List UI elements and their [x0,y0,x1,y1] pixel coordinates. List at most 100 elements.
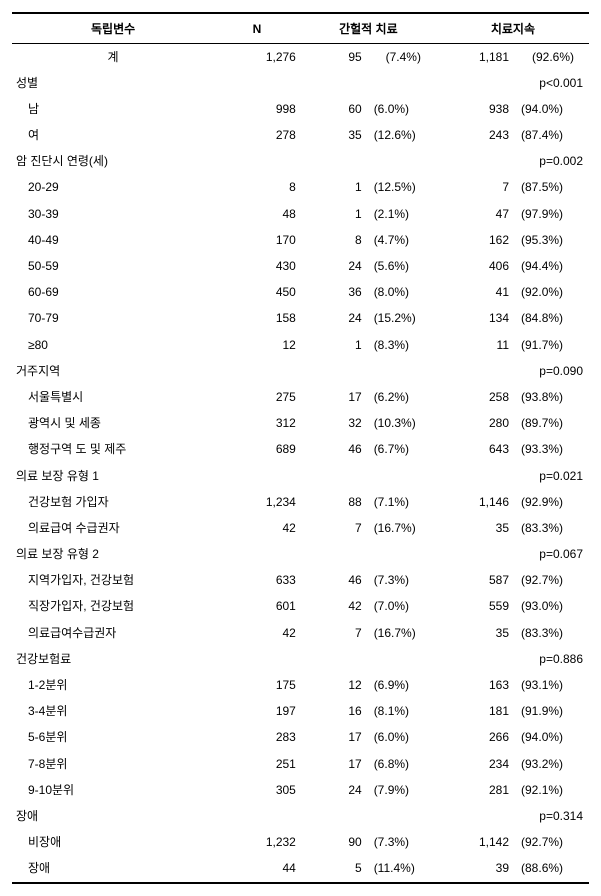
row-int-n: 1 [300,201,366,227]
row-cont-p: (97.9%) [513,201,589,227]
row-cont-n: 406 [437,254,513,280]
table-row: 3-4분위19716(8.1%)181(91.9%) [12,699,589,725]
row-cont-p: (87.4%) [513,123,589,149]
row-label: 20-29 [12,175,214,201]
group-pvalue: p=0.067 [437,542,589,568]
group-int-n [300,542,366,568]
total-int-p: (7.4%) [366,44,437,71]
row-n: 278 [214,123,300,149]
row-label: 40-49 [12,227,214,253]
row-label: 지역가입자, 건강보험 [12,568,214,594]
row-cont-n: 1,142 [437,830,513,856]
row-cont-n: 11 [437,332,513,358]
row-n: 42 [214,515,300,541]
row-label: 직장가입자, 건강보험 [12,594,214,620]
group-n [214,149,300,175]
row-cont-p: (93.2%) [513,751,589,777]
row-n: 998 [214,96,300,122]
group-int-n [300,803,366,829]
group-int-p [366,358,437,384]
row-cont-p: (91.9%) [513,699,589,725]
row-cont-n: 234 [437,751,513,777]
header-intermittent: 간헐적 치료 [300,13,437,44]
row-int-n: 16 [300,699,366,725]
group-pvalue: p=0.002 [437,149,589,175]
total-label: 계 [12,44,214,71]
group-row: 성별p<0.001 [12,70,589,96]
header-variable: 독립변수 [12,13,214,44]
row-cont-p: (92.1%) [513,777,589,803]
row-n: 8 [214,175,300,201]
table-row: 비장애1,23290(7.3%)1,142(92.7%) [12,830,589,856]
row-n: 44 [214,856,300,883]
row-label: 5-6분위 [12,725,214,751]
row-cont-n: 163 [437,673,513,699]
row-n: 450 [214,280,300,306]
row-label: 3-4분위 [12,699,214,725]
table-row: 의료급여수급권자427(16.7%)35(83.3%) [12,620,589,646]
row-int-p: (10.3%) [366,411,437,437]
row-int-n: 7 [300,620,366,646]
row-n: 430 [214,254,300,280]
table-row: 서울특별시27517(6.2%)258(93.8%) [12,384,589,410]
group-int-p [366,463,437,489]
header-n: N [214,13,300,44]
table-row: 30-39481(2.1%)47(97.9%) [12,201,589,227]
group-int-p [366,70,437,96]
row-int-p: (2.1%) [366,201,437,227]
table-row: 의료급여 수급권자427(16.7%)35(83.3%) [12,515,589,541]
row-int-p: (16.7%) [366,515,437,541]
row-int-n: 46 [300,437,366,463]
row-cont-n: 181 [437,699,513,725]
row-cont-p: (94.0%) [513,96,589,122]
row-cont-p: (87.5%) [513,175,589,201]
row-cont-n: 559 [437,594,513,620]
row-label: 비장애 [12,830,214,856]
table-row: 건강보험 가입자1,23488(7.1%)1,146(92.9%) [12,489,589,515]
row-n: 1,234 [214,489,300,515]
row-int-p: (6.2%) [366,384,437,410]
row-n: 170 [214,227,300,253]
row-int-p: (12.5%) [366,175,437,201]
table-row: 9-10분위30524(7.9%)281(92.1%) [12,777,589,803]
group-pvalue: p=0.021 [437,463,589,489]
row-cont-n: 35 [437,620,513,646]
row-cont-n: 258 [437,384,513,410]
row-cont-n: 47 [437,201,513,227]
table-header: 독립변수 N 간헐적 치료 치료지속 [12,13,589,44]
row-int-n: 32 [300,411,366,437]
total-row: 계1,27695(7.4%)1,181(92.6%) [12,44,589,71]
row-int-p: (6.0%) [366,725,437,751]
table-row: 70-7915824(15.2%)134(84.8%) [12,306,589,332]
row-int-p: (6.7%) [366,437,437,463]
row-n: 312 [214,411,300,437]
group-label: 거주지역 [12,358,214,384]
row-cont-p: (84.8%) [513,306,589,332]
row-label: 60-69 [12,280,214,306]
row-int-n: 17 [300,725,366,751]
row-int-p: (7.9%) [366,777,437,803]
row-label: 건강보험 가입자 [12,489,214,515]
row-int-n: 17 [300,751,366,777]
row-cont-n: 938 [437,96,513,122]
group-row: 암 진단시 연령(세)p=0.002 [12,149,589,175]
group-row: 장애p=0.314 [12,803,589,829]
row-cont-n: 39 [437,856,513,883]
row-cont-n: 280 [437,411,513,437]
table-row: 20-2981(12.5%)7(87.5%) [12,175,589,201]
group-n [214,358,300,384]
row-label: 광역시 및 세종 [12,411,214,437]
statistics-table: 독립변수 N 간헐적 치료 치료지속 계1,27695(7.4%)1,181(9… [12,12,589,884]
table-row: 장애445(11.4%)39(88.6%) [12,856,589,883]
group-pvalue: p=0.090 [437,358,589,384]
row-cont-p: (95.3%) [513,227,589,253]
row-cont-p: (94.0%) [513,725,589,751]
row-cont-p: (92.7%) [513,568,589,594]
group-int-n [300,70,366,96]
row-cont-p: (93.0%) [513,594,589,620]
row-cont-p: (92.7%) [513,830,589,856]
row-int-p: (7.3%) [366,830,437,856]
header-continuous: 치료지속 [437,13,589,44]
table-row: 광역시 및 세종31232(10.3%)280(89.7%) [12,411,589,437]
group-n [214,463,300,489]
